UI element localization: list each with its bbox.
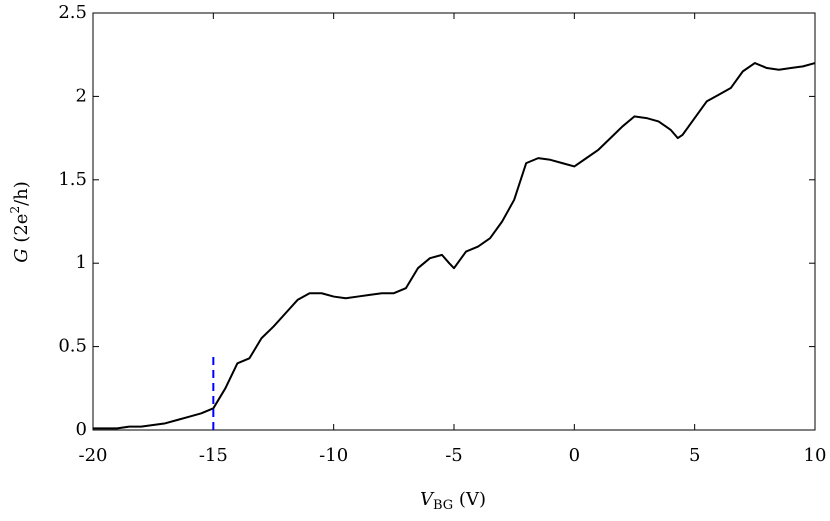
y-tick-label: 0: [76, 419, 87, 440]
y-label-symbol: G: [11, 248, 32, 262]
x-label-unit: (V): [453, 489, 486, 510]
data-line: [93, 62, 816, 430]
x-tick-label: -20: [79, 445, 108, 466]
x-axis-label: VBG (V): [420, 489, 486, 513]
y-tick-label: 1.5: [58, 169, 87, 190]
y-tick-label: 2.5: [58, 2, 87, 23]
x-tick-label: 0: [569, 445, 580, 466]
x-tick-label: -10: [319, 445, 348, 466]
y-tick-label: 0.5: [58, 336, 87, 357]
y-label-unit: (2e: [11, 214, 32, 249]
y-tick-label: 2: [76, 85, 87, 106]
x-tick-label: -5: [445, 445, 463, 466]
y-tick-label: 1: [76, 252, 87, 273]
x-tick-label: -15: [199, 445, 228, 466]
y-label-unit-end: /h): [11, 181, 32, 206]
x-tick-label: 5: [689, 445, 700, 466]
y-axis-label: G (2e2/h): [8, 181, 33, 263]
y-label-superscript: 2: [8, 206, 22, 214]
x-tick-label: 10: [804, 445, 827, 466]
plot-frame: [92, 12, 816, 431]
x-label-subscript: BG: [433, 498, 453, 513]
x-label-symbol: V: [420, 489, 435, 510]
